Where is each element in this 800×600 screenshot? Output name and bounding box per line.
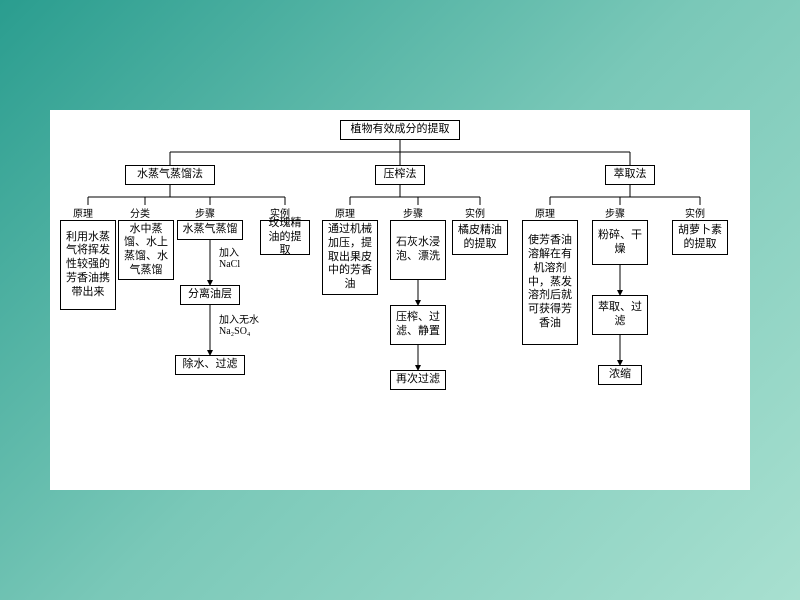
lbl-press-steps: 步骤: [402, 205, 424, 220]
root-node: 植物有效成分的提取: [340, 120, 460, 140]
steam-step2-note: 加入无水 Na₂SO₄: [218, 315, 260, 337]
steam-example: 玫瑰精油的提取: [260, 220, 310, 255]
diagram-panel: 植物有效成分的提取 水蒸气蒸馏法 压榨法 萃取法 原理 分类 步骤 实例 利用水…: [50, 110, 750, 490]
extract-step3: 浓缩: [598, 365, 642, 385]
extract-step2: 萃取、过滤: [592, 295, 648, 335]
press-step1: 石灰水浸泡、漂洗: [390, 220, 446, 280]
extract-step1: 粉碎、干燥: [592, 220, 648, 265]
press-step2: 压榨、过滤、静置: [390, 305, 446, 345]
lbl-press-principle: 原理: [334, 205, 356, 220]
lbl-extract-example: 实例: [684, 205, 706, 220]
extract-example: 胡萝卜素的提取: [672, 220, 728, 255]
steam-step3: 除水、过滤: [175, 355, 245, 375]
steam-principle: 利用水蒸气将挥发性较强的芳香油携带出来: [60, 220, 116, 310]
extract-principle: 使芳香油溶解在有机溶剂中，蒸发溶剂后就可获得芳香油: [522, 220, 578, 345]
lbl-steam-steps: 步骤: [194, 205, 216, 220]
method-steam: 水蒸气蒸馏法: [125, 165, 215, 185]
method-press: 压榨法: [375, 165, 425, 185]
press-principle: 通过机械加压，提取出果皮中的芳香油: [322, 220, 378, 295]
steam-step2: 分离油层: [180, 285, 240, 305]
steam-step1-note: 加入 NaCl: [218, 248, 241, 270]
steam-step1: 水蒸气蒸馏: [177, 220, 243, 240]
lbl-extract-principle: 原理: [534, 205, 556, 220]
press-example: 橘皮精油的提取: [452, 220, 508, 255]
lbl-extract-steps: 步骤: [604, 205, 626, 220]
steam-category: 水中蒸馏、水上蒸馏、水气蒸馏: [118, 220, 174, 280]
lbl-steam-principle: 原理: [72, 205, 94, 220]
lbl-steam-category: 分类: [129, 205, 151, 220]
press-step3: 再次过滤: [390, 370, 446, 390]
method-extract: 萃取法: [605, 165, 655, 185]
lbl-press-example: 实例: [464, 205, 486, 220]
